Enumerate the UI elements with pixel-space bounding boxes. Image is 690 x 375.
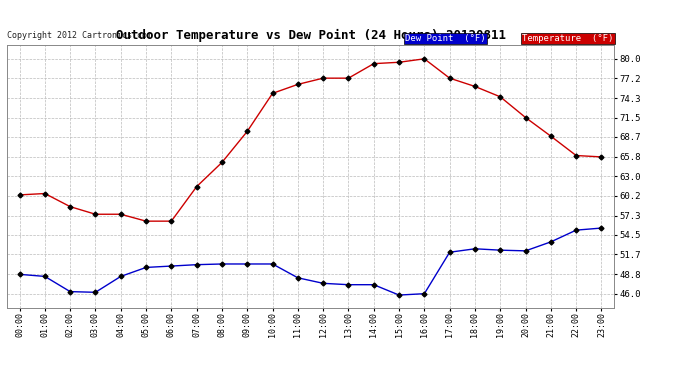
Text: Temperature  (°F): Temperature (°F)	[522, 34, 613, 43]
Text: Copyright 2012 Cartronics.com: Copyright 2012 Cartronics.com	[7, 31, 152, 40]
Text: Dew Point  (°F): Dew Point (°F)	[405, 34, 486, 43]
Title: Outdoor Temperature vs Dew Point (24 Hours) 20120811: Outdoor Temperature vs Dew Point (24 Hou…	[115, 29, 506, 42]
